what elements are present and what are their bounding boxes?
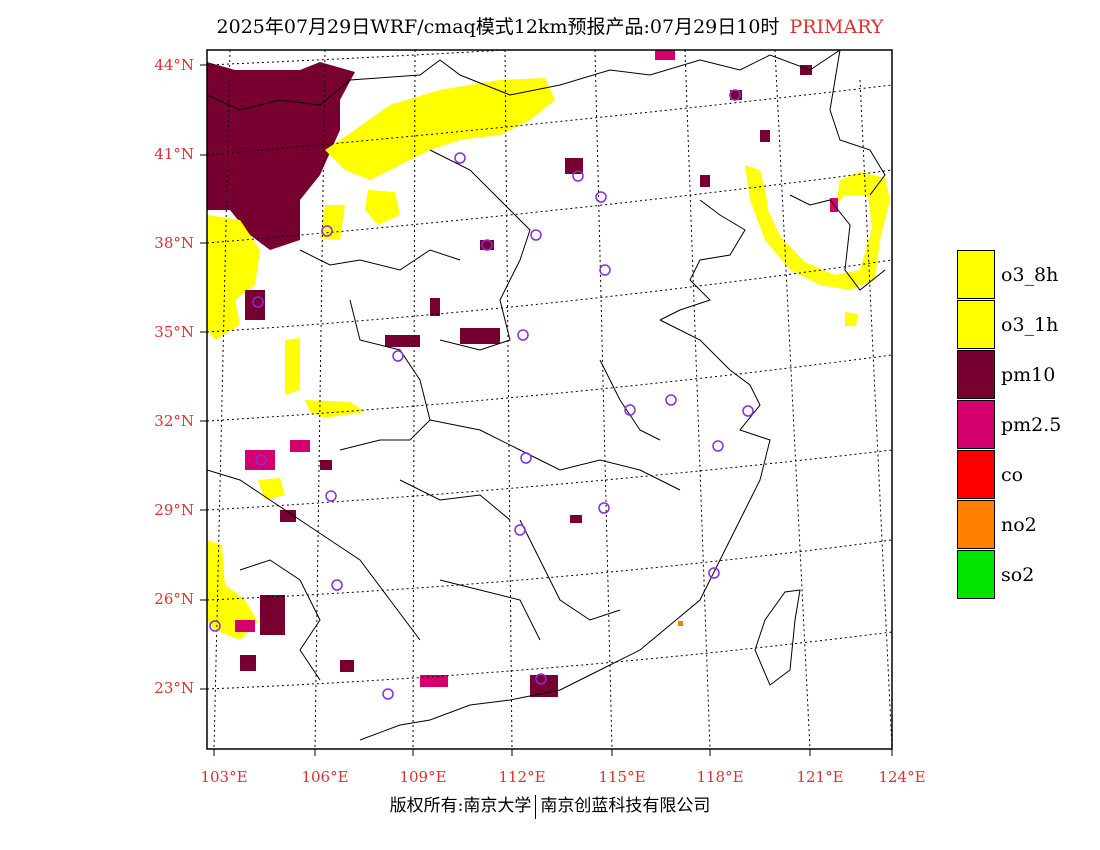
legend-swatch [957, 550, 995, 599]
lat-label-44n: 44°N [154, 56, 194, 74]
lat-label-26n: 26°N [154, 590, 194, 608]
lon-label-121e: 121°E [796, 768, 844, 786]
lat-label-35n: 35°N [154, 323, 194, 341]
lon-label-115e: 115°E [598, 768, 646, 786]
lat-label-29n: 29°N [154, 501, 194, 519]
lat-label-41n: 41°N [154, 145, 194, 163]
lon-label-103e: 103°E [200, 768, 248, 786]
copyright-right: 南京创蓝科技有限公司 [540, 796, 711, 816]
legend-label: no2 [1001, 514, 1037, 536]
map-title: 2025年07月29日WRF/cmaq模式12km预报产品:07月29日10时 P… [0, 12, 1100, 39]
legend-swatch [957, 300, 995, 349]
legend-swatch [957, 500, 995, 549]
o3-region-west [207, 215, 365, 640]
lat-label-38n: 38°N [154, 234, 194, 252]
o3-region-inner-mongolia [320, 78, 555, 240]
legend-label: o3_8h [1001, 264, 1059, 286]
legend-swatch [957, 400, 995, 449]
legend-label: pm10 [1001, 364, 1056, 386]
o3-region-sea [745, 165, 890, 326]
copyright-footer: 版权所有:南京大学 南京创蓝科技有限公司 [0, 791, 1100, 819]
legend-swatch [957, 350, 995, 399]
lon-label-106e: 106°E [301, 768, 349, 786]
lon-label-124e: 124°E [878, 768, 926, 786]
lon-label-112e: 112°E [498, 768, 546, 786]
title-text: 2025年07月29日WRF/cmaq模式12km预报产品:07月29日10时 [216, 16, 780, 38]
lon-label-109e: 109°E [399, 768, 447, 786]
graticule [207, 50, 892, 749]
lon-label-118e: 118°E [696, 768, 744, 786]
station-markers [209, 89, 754, 700]
footer-separator [535, 794, 537, 819]
legend-label: co [1001, 464, 1024, 486]
legend-label: pm2.5 [1001, 414, 1062, 436]
primary-tag: PRIMARY [789, 16, 884, 38]
legend-label: o3_1h [1001, 314, 1059, 336]
map-frame [206, 49, 893, 750]
legend-swatch [957, 250, 995, 299]
lat-label-23n: 23°N [154, 679, 194, 697]
legend-swatch [957, 450, 995, 499]
borders [207, 50, 886, 741]
lat-label-32n: 32°N [154, 412, 194, 430]
axis-ticks [200, 64, 893, 756]
legend-label: so2 [1001, 564, 1035, 586]
copyright-left: 版权所有:南京大学 [389, 796, 532, 816]
no2-spot [678, 621, 683, 626]
